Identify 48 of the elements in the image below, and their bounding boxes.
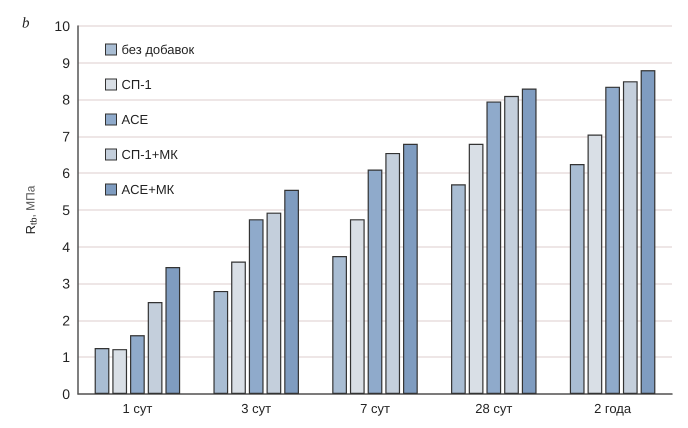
legend-label: ACE xyxy=(122,112,149,127)
bar xyxy=(94,348,110,394)
y-tick-label: 6 xyxy=(62,165,70,182)
legend-label: ACE+МК xyxy=(122,182,175,197)
bar xyxy=(350,219,365,394)
legend-label: СП-1+МК xyxy=(122,147,178,162)
bar xyxy=(605,86,620,394)
text: b xyxy=(22,16,30,32)
bar xyxy=(588,134,602,394)
bar xyxy=(130,335,145,394)
bar xyxy=(640,70,656,394)
bar xyxy=(112,349,128,394)
bar xyxy=(504,96,519,394)
bar xyxy=(385,152,400,394)
y-tick-label: 3 xyxy=(62,276,70,292)
y-axis-title: Rtb, МПа xyxy=(23,185,38,234)
bar xyxy=(332,256,347,394)
y-tick-label: 8 xyxy=(62,92,70,108)
x-tick-label: 7 сут xyxy=(360,401,390,416)
bar xyxy=(231,262,246,394)
bar xyxy=(570,164,585,394)
x-tick-label: 2 года xyxy=(594,401,632,416)
bar xyxy=(284,190,299,394)
bar xyxy=(165,267,180,394)
bar xyxy=(403,144,418,394)
bar xyxy=(266,212,282,394)
y-tick-label: 1 xyxy=(62,349,70,366)
bar xyxy=(148,302,162,394)
y-tick-label: 2 xyxy=(62,312,70,328)
bar xyxy=(468,144,484,394)
y-tick-label: 4 xyxy=(62,238,70,255)
y-tick-label: 5 xyxy=(62,202,70,218)
bar xyxy=(248,219,264,394)
legend-label: без добавок xyxy=(122,42,194,57)
x-tick-label: 3 сут xyxy=(241,401,272,416)
x-tick-label: 1 сут xyxy=(122,401,152,416)
bar xyxy=(486,101,502,394)
bar xyxy=(622,81,638,394)
legend-label: СП-1 xyxy=(122,77,152,92)
x-tick-label: 28 сут xyxy=(475,401,512,416)
bar xyxy=(451,184,466,394)
y-tick-label: 0 xyxy=(62,386,70,402)
y-tick-label: 9 xyxy=(62,54,70,71)
y-tick-label: 10 xyxy=(54,18,70,34)
bar xyxy=(213,290,228,394)
bar xyxy=(368,170,382,394)
bar xyxy=(522,88,537,394)
y-tick-label: 7 xyxy=(62,128,70,144)
